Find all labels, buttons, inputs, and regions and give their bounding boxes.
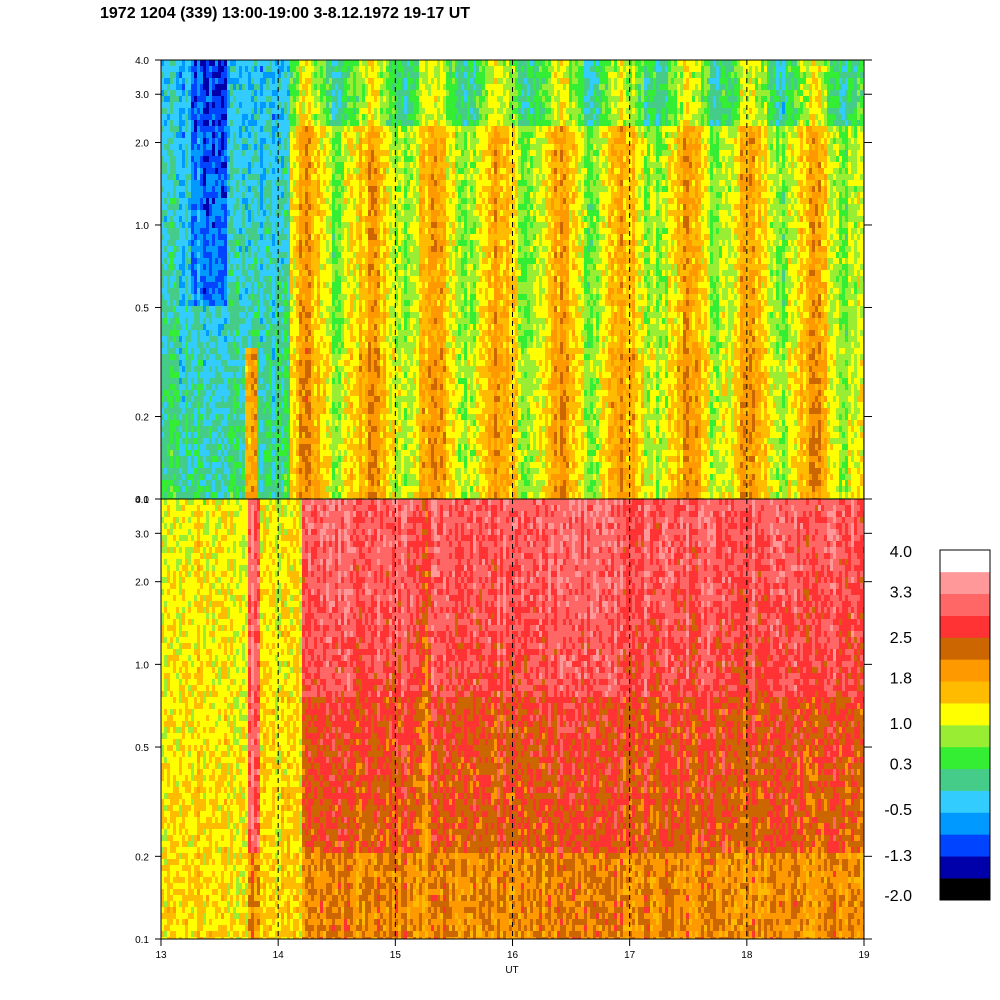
- colorbar: 4.0 3.3 2.5 1.8 1.0 0.3 -0.5 -1.3 -2.0: [884, 544, 991, 905]
- x-tick-label: 15: [390, 950, 402, 961]
- colorbar-label: 1.0: [890, 716, 912, 733]
- colorbar-swatch: [940, 593, 990, 616]
- x-tick-label: 17: [624, 950, 636, 961]
- colorbar-swatch: [940, 703, 990, 726]
- x-tick-label: 14: [273, 950, 285, 961]
- colorbar-swatch: [940, 725, 990, 748]
- colorbar-swatch: [940, 768, 990, 791]
- colorbar-frame: [939, 549, 991, 901]
- colorbar-swatch: [940, 812, 990, 835]
- colorbar-swatch: [940, 790, 990, 813]
- upper-spectrogram-panel: [161, 60, 864, 499]
- colorbar-label: 3.3: [890, 584, 912, 601]
- y-tick-label: 1.0: [135, 221, 149, 232]
- chart-title: 1972 1204 (339) 13:00-19:00 3-8.12.1972 …: [100, 5, 470, 23]
- x-tick-label: 13: [155, 950, 167, 961]
- y-tick-label: 3.0: [135, 90, 149, 101]
- colorbar-label: -1.3: [884, 848, 912, 865]
- colorbar-swatch: [940, 659, 990, 682]
- x-tick-label: 19: [858, 950, 870, 961]
- colorbar-label: 1.8: [890, 670, 912, 687]
- colorbar-swatch: [940, 856, 990, 879]
- lower-spectrogram-panel: [161, 499, 864, 939]
- y-tick-label: 0.2: [135, 413, 149, 424]
- colorbar-swatch: [940, 637, 990, 660]
- colorbar-label: 2.5: [890, 630, 912, 647]
- y-tick-label: 0.5: [135, 303, 149, 314]
- colorbar-swatch: [940, 571, 990, 595]
- colorbar-label: 4.0: [890, 544, 912, 561]
- y-tick-label: 2.0: [135, 578, 149, 589]
- y-tick-label: 0.5: [135, 743, 149, 754]
- y-tick-label: 0.1: [135, 495, 149, 506]
- colorbar-label: -0.5: [884, 802, 912, 819]
- y-tick-label: 3.0: [135, 529, 149, 540]
- y-tick-label: 0.2: [135, 852, 149, 863]
- y-tick-label: 2.0: [135, 138, 149, 149]
- y-tick-label: 4.0: [135, 56, 149, 67]
- x-tick-label: 18: [741, 950, 753, 961]
- y-tick-label: 4.0: [135, 495, 149, 506]
- y-tick-label: 0.1: [135, 935, 149, 946]
- colorbar-swatch: [940, 746, 990, 770]
- colorbar-swatch: [940, 681, 990, 704]
- x-axis-label: UT: [505, 965, 518, 976]
- axes-overlay: 0.10.20.51.02.03.04.00.10.20.51.02.03.04…: [135, 56, 872, 976]
- x-tick-label: 16: [507, 950, 519, 961]
- colorbar-swatch: [940, 834, 990, 857]
- colorbar-label: 0.3: [890, 756, 912, 773]
- colorbar-swatch: [940, 878, 990, 901]
- y-tick-label: 1.0: [135, 660, 149, 671]
- colorbar-swatch: [940, 550, 990, 573]
- colorbar-swatch: [940, 615, 990, 638]
- colorbar-label: -2.0: [884, 888, 912, 905]
